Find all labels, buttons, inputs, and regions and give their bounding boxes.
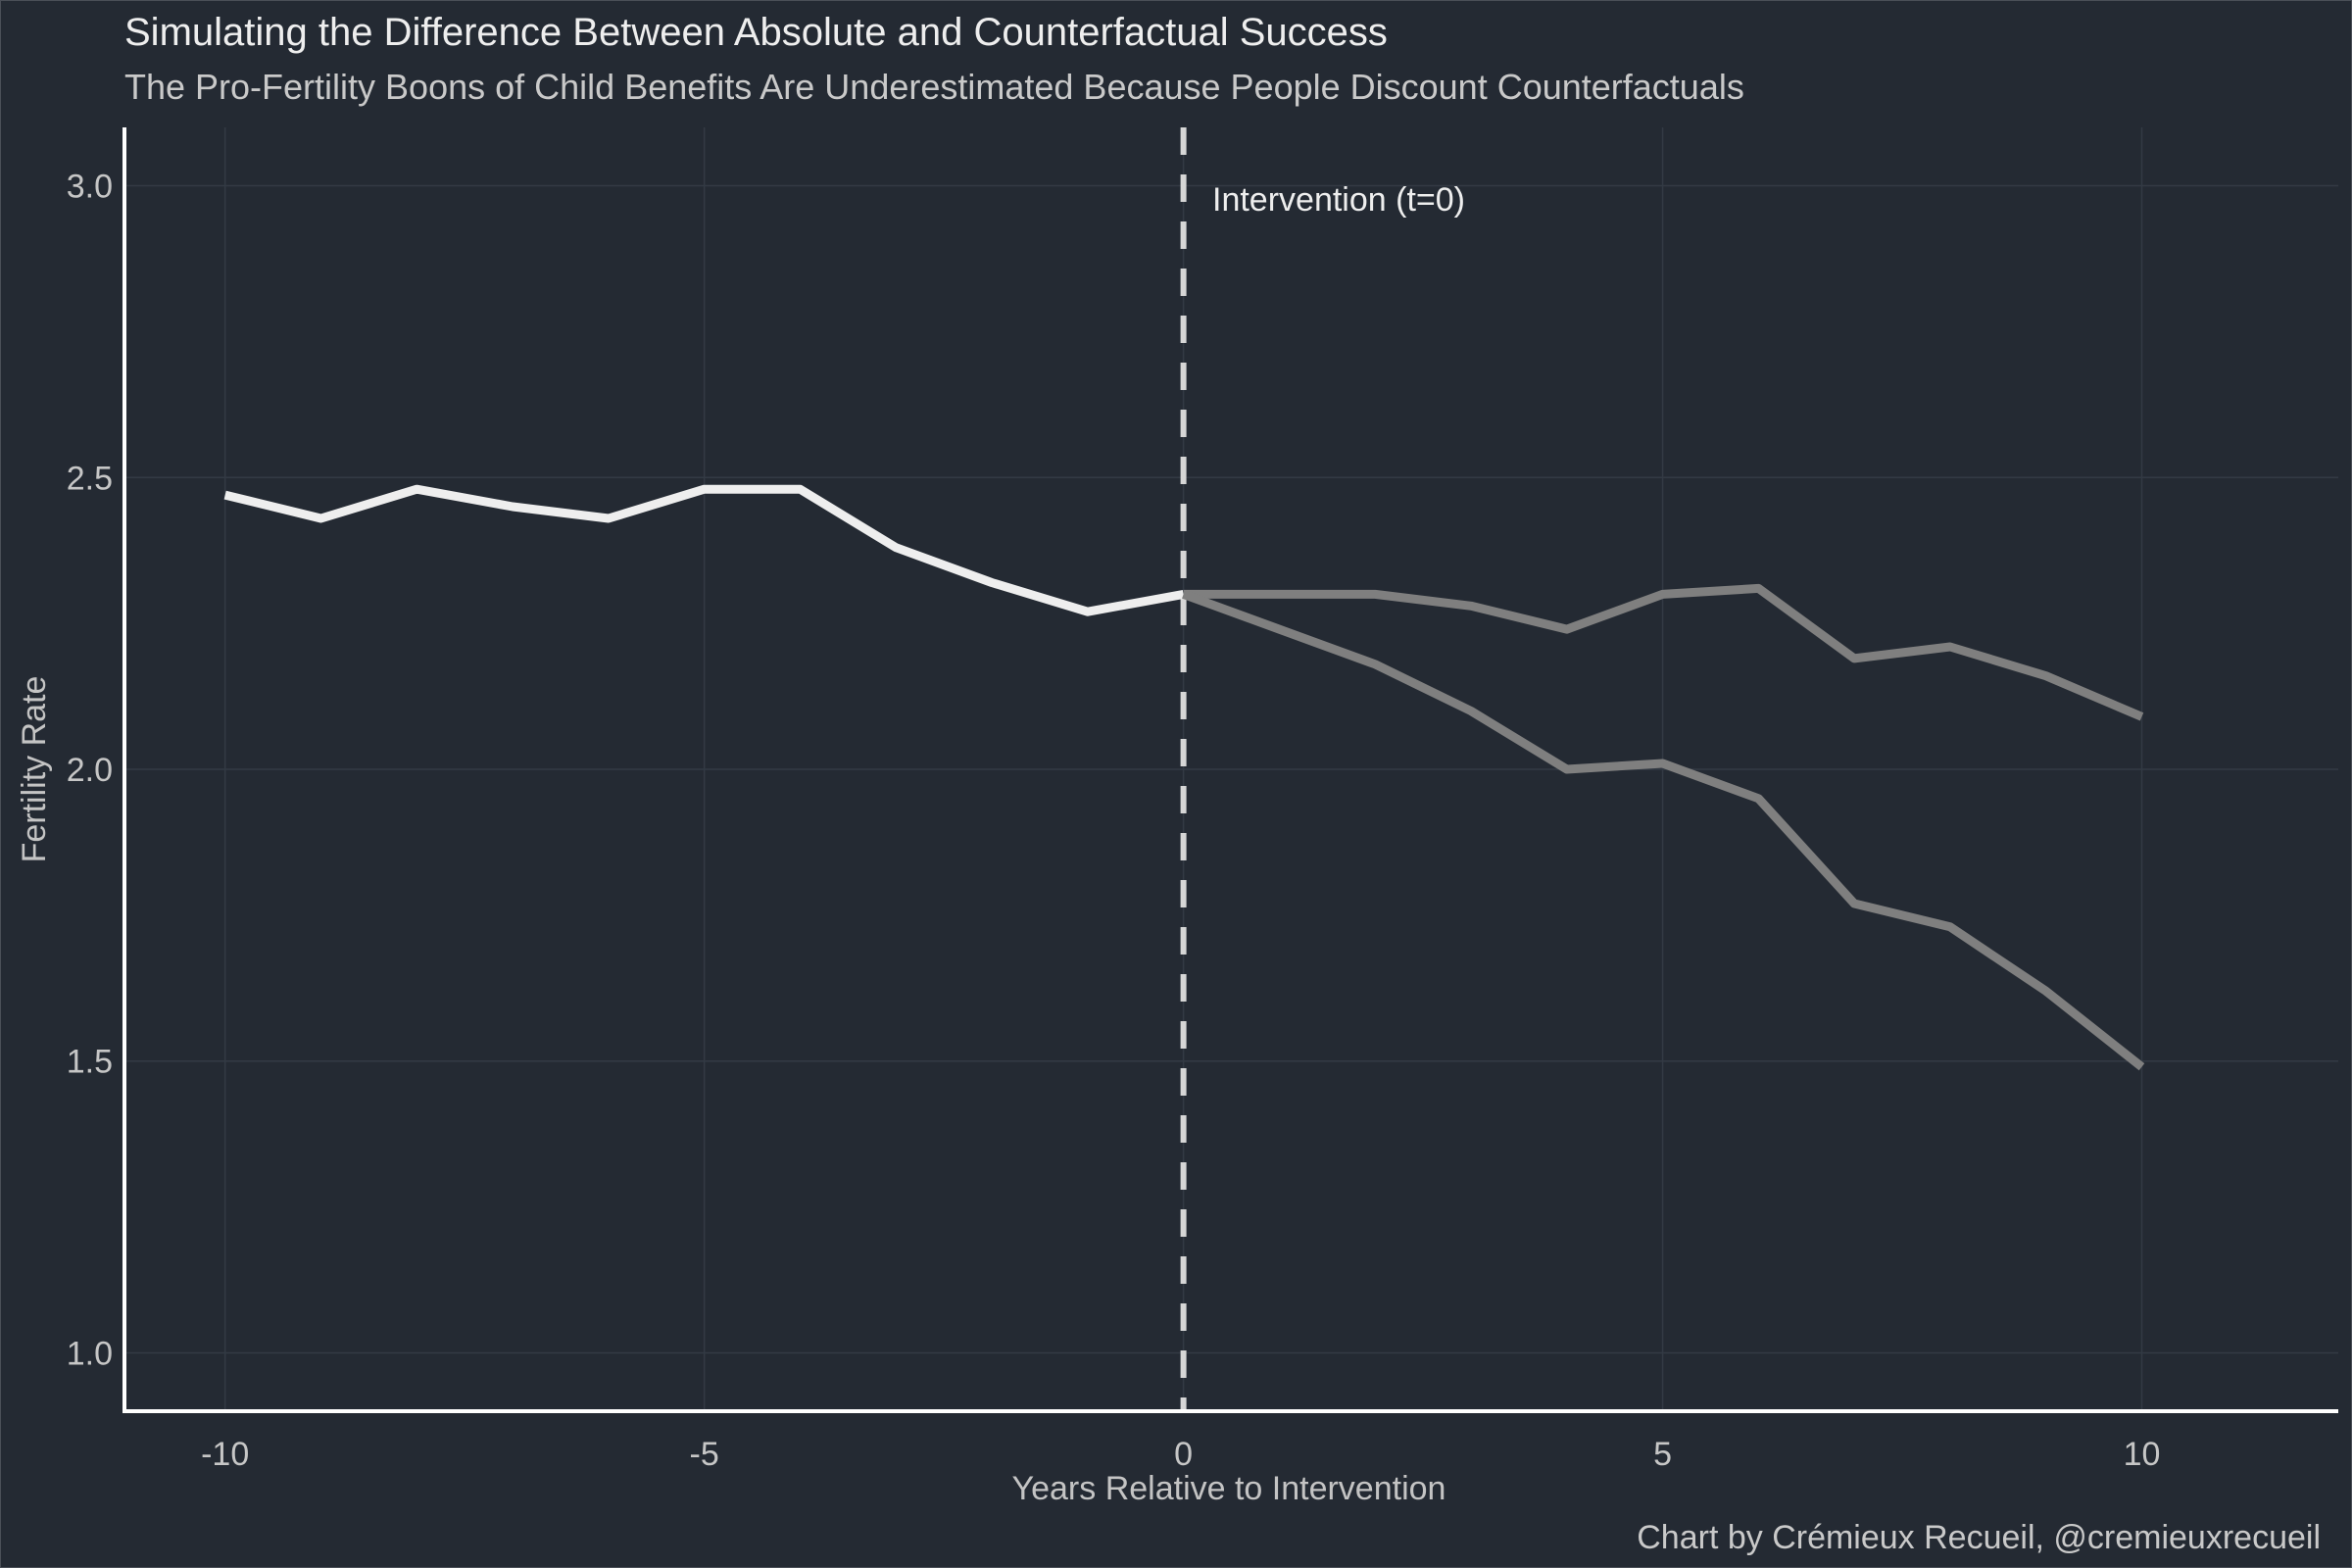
counterfactual-success-line (1183, 583, 2144, 721)
chart-caption: Chart by Crémieux Recueil, @cremieuxrecu… (1637, 1519, 2321, 1556)
chart-subtitle: The Pro-Fertility Boons of Child Benefit… (124, 67, 1744, 107)
tick-labels: -10 -5 0 5 10 1.0 1.5 2.0 2.5 3.0 (67, 169, 2161, 1473)
x-tick-label: 5 (1653, 1436, 1672, 1473)
chart-title: Simulating the Difference Between Absolu… (124, 11, 1388, 54)
x-axis-title: Years Relative to Intervention (1012, 1470, 1446, 1507)
series-lines (223, 484, 2145, 1071)
x-tick-label: -5 (690, 1436, 719, 1473)
grid-lines (124, 127, 2338, 1411)
intervention-label: Intervention (t=0) (1212, 181, 1465, 219)
y-tick-label: 1.0 (67, 1335, 113, 1372)
x-tick-label: 10 (2124, 1436, 2161, 1473)
counterfactual-baseline-line (1182, 590, 2145, 1071)
pre-intervention-line (223, 484, 1185, 616)
y-tick-label: 1.5 (67, 1044, 113, 1081)
axes (122, 127, 2338, 1413)
y-tick-label: 2.0 (67, 752, 113, 789)
x-tick-label: -10 (201, 1436, 249, 1473)
y-tick-label: 2.5 (67, 460, 113, 497)
y-tick-label: 3.0 (67, 169, 113, 206)
y-axis-title: Fertility Rate (16, 676, 53, 863)
x-tick-label: 0 (1174, 1436, 1193, 1473)
